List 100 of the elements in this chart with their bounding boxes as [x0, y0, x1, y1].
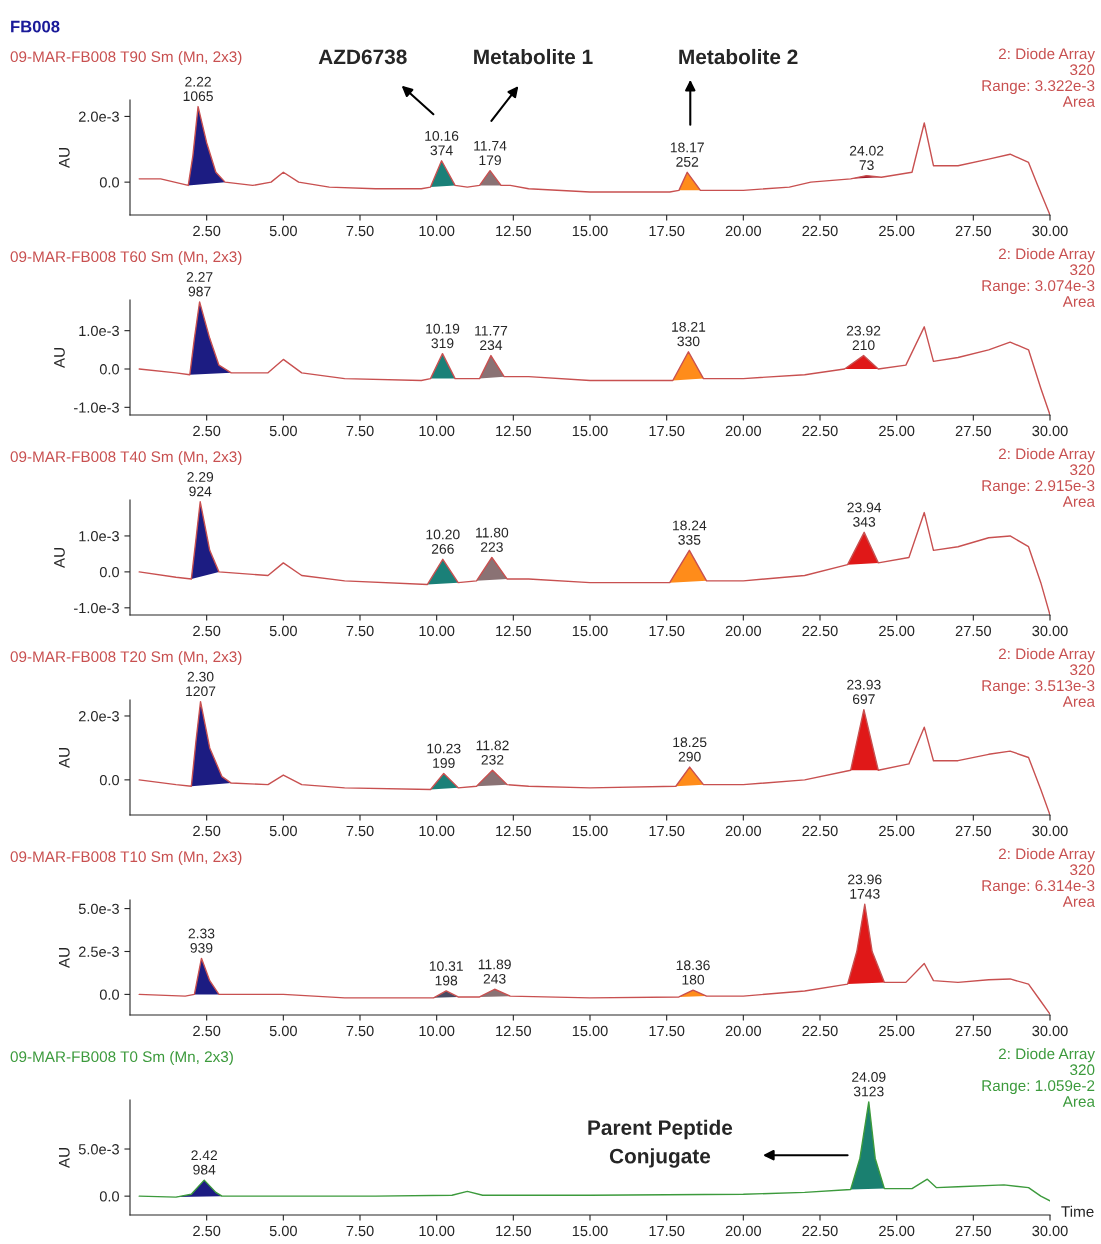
x-tick-label: 22.50 — [802, 825, 838, 837]
y-tick-label: 2.5e-3 — [78, 946, 119, 957]
x-tick-label: 7.50 — [346, 1225, 374, 1237]
y-tick-label: 2.0e-3 — [78, 111, 119, 122]
x-tick-label: 30.00 — [1032, 825, 1068, 837]
x-tick-label: 30.00 — [1032, 1025, 1068, 1037]
x-tick-label: 5.00 — [269, 225, 297, 237]
x-tick-label: 12.50 — [496, 825, 532, 837]
y-axis-title: AU — [59, 148, 70, 169]
x-tick-label: 20.00 — [725, 225, 762, 237]
x-tick-label: 15.00 — [572, 625, 608, 637]
x-tick-label: 17.50 — [649, 825, 685, 837]
annotation: 10.31 198 — [429, 961, 463, 986]
y-tick-label: 1.0e-3 — [79, 531, 119, 542]
y-tick-label: 0.0 — [99, 1191, 120, 1202]
x-tick-label: 5.00 — [269, 1225, 297, 1237]
annotation: 2: Diode Array 320 Range: 1.059e-2 Area — [982, 1048, 1095, 1107]
x-tick-label: 22.50 — [802, 1025, 838, 1037]
annotation: 2.33 939 — [188, 928, 215, 953]
x-tick-label: 30.00 — [1032, 425, 1068, 437]
x-tick-label: 25.00 — [879, 625, 915, 637]
y-tick-label: -1.0e-3 — [74, 402, 119, 413]
annotation: 18.25 290 — [673, 737, 707, 762]
x-tick-label: 27.50 — [955, 1225, 992, 1237]
annotation: 23.96 1743 — [848, 874, 882, 899]
x-tick-label: 20.00 — [725, 425, 762, 437]
annotation: 2: Diode Array 320 Range: 2.915e-3 Area — [982, 448, 1095, 507]
annotation: 2: Diode Array 320 Range: 3.322e-3 Area — [982, 48, 1095, 107]
x-tick-label: 17.50 — [649, 625, 685, 637]
y-axis-title: AU — [59, 1148, 70, 1169]
x-tick-label: 7.50 — [346, 625, 374, 637]
x-tick-label: 22.50 — [802, 1225, 838, 1237]
annotation: 2: Diode Array 320 Range: 3.074e-3 Area — [982, 248, 1095, 307]
annotation: Parent Peptide Conjugate — [588, 1119, 733, 1168]
chart-title: FB008 — [11, 20, 60, 33]
annotation: 2.42 984 — [191, 1150, 218, 1175]
x-tick-label: 2.50 — [193, 225, 221, 237]
x-tick-label: 27.50 — [955, 625, 992, 637]
x-tick-label: 10.00 — [419, 825, 455, 837]
annotation: 11.89 243 — [478, 959, 511, 984]
x-tick-label: 17.50 — [649, 425, 685, 437]
y-tick-label: 0.0 — [99, 566, 120, 578]
annotation: 23.93 697 — [847, 679, 881, 705]
x-tick-label: 27.50 — [955, 425, 992, 437]
x-tick-label: 12.50 — [496, 1225, 532, 1237]
annotation: 10.16 374 — [425, 130, 459, 156]
x-tick-label: 15.00 — [572, 825, 608, 837]
y-tick-label: 0.0 — [99, 364, 120, 375]
x-tick-label: 25.00 — [879, 825, 915, 837]
x-tick-label: 10.00 — [419, 1225, 455, 1237]
y-tick-label: 5.0e-3 — [78, 1144, 119, 1155]
x-tick-label: 7.50 — [346, 225, 374, 237]
y-axis-title: AU — [54, 348, 65, 369]
annotation: 2.30 1207 — [186, 671, 216, 697]
annotation: 11.82 232 — [476, 740, 509, 765]
x-tick-label: 12.50 — [496, 1025, 532, 1037]
x-tick-label: 30.00 — [1032, 1225, 1068, 1237]
x-tick-label: 27.50 — [955, 1025, 992, 1037]
annotation: 23.94 343 — [847, 502, 882, 527]
y-tick-label: 1.0e-3 — [79, 325, 119, 337]
x-tick-label: 25.00 — [879, 225, 915, 237]
annotation: 2.29 924 — [187, 471, 214, 497]
x-tick-label: 22.50 — [802, 625, 838, 637]
annotation: 2.22 1065 — [183, 76, 213, 102]
x-tick-label: 20.00 — [725, 1225, 762, 1237]
y-tick-label: 0.0 — [99, 989, 120, 1000]
annotation: 10.23 199 — [427, 743, 461, 768]
x-tick-label: 22.50 — [802, 425, 838, 437]
y-axis-title: AU — [59, 948, 70, 969]
x-tick-label: 25.00 — [879, 1225, 915, 1237]
x-tick-label: 2.50 — [193, 1225, 221, 1237]
x-tick-label: 5.00 — [269, 425, 297, 437]
x-tick-label: 25.00 — [879, 1025, 915, 1037]
x-tick-label: 12.50 — [496, 625, 532, 637]
x-tick-label: 12.50 — [496, 225, 532, 237]
x-tick-label: 2.50 — [193, 1025, 221, 1037]
annotation: 18.24 335 — [673, 520, 707, 545]
y-axis-title: AU — [59, 748, 70, 769]
x-tick-label: 15.00 — [572, 1225, 608, 1237]
annotation: 24.09 3123 — [852, 1072, 886, 1097]
x-tick-label: 27.50 — [955, 825, 992, 837]
x-tick-label: 15.00 — [572, 425, 608, 437]
annotation: 11.77 234 — [475, 325, 508, 351]
x-tick-label: 17.50 — [649, 1225, 685, 1237]
chart-subtitle: 09-MAR-FB008 T20 Sm (Mn, 2x3) — [10, 650, 242, 666]
x-tick-label: 15.00 — [572, 1025, 608, 1037]
x-tick-label: 10.00 — [419, 425, 455, 437]
chart-subtitle: 09-MAR-FB008 T40 Sm (Mn, 2x3) — [10, 450, 242, 466]
chart-subtitle: 09-MAR-FB008 T0 Sm (Mn, 2x3) — [10, 1050, 233, 1066]
x-tick-label: 20.00 — [725, 1025, 762, 1037]
x-tick-label: 10.00 — [419, 625, 455, 637]
x-tick-label: 27.50 — [955, 225, 992, 237]
x-tick-label: 2.50 — [193, 625, 221, 637]
x-tick-label: 7.50 — [346, 1025, 374, 1037]
x-tick-label: 30.00 — [1032, 625, 1068, 637]
x-tick-label: 25.00 — [879, 425, 915, 437]
annotation: 2: Diode Array 320 Range: 6.314e-3 Area — [982, 848, 1095, 907]
text: Metabolite 1 — [474, 48, 593, 65]
x-tick-label: 15.00 — [572, 225, 608, 237]
annotation: 23.92 210 — [846, 325, 881, 351]
